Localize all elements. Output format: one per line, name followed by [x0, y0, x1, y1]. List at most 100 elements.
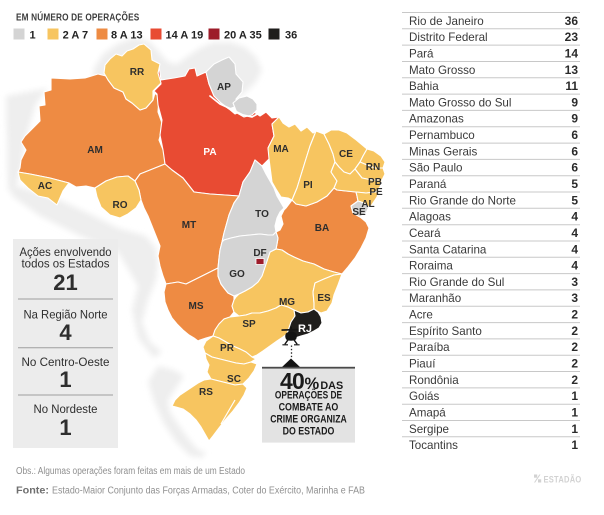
svg-text:1: 1 — [30, 29, 36, 41]
svg-text:MG: MG — [279, 297, 295, 308]
svg-text:9: 9 — [571, 112, 578, 126]
svg-text:Sergipe: Sergipe — [409, 423, 449, 436]
svg-text:Na Região Norte: Na Região Norte — [24, 308, 108, 322]
svg-text:4: 4 — [59, 320, 72, 345]
svg-text:AM: AM — [87, 145, 103, 156]
svg-text:AC: AC — [38, 181, 52, 192]
svg-text:Pernambuco: Pernambuco — [409, 129, 475, 142]
svg-text:PI: PI — [303, 180, 313, 191]
svg-text:CE: CE — [339, 149, 353, 160]
svg-text:6: 6 — [571, 161, 578, 175]
svg-text:6: 6 — [571, 128, 578, 142]
svg-text:DF: DF — [253, 248, 266, 259]
svg-text:No Nordeste: No Nordeste — [34, 402, 98, 416]
svg-text:4: 4 — [571, 259, 578, 273]
svg-text:2 A 7: 2 A 7 — [63, 29, 88, 41]
svg-text:AL: AL — [361, 199, 374, 210]
svg-text:36: 36 — [565, 14, 579, 28]
svg-text:RS: RS — [199, 387, 213, 398]
svg-text:Obs.: Algumas operações foram: Obs.: Algumas operações foram feitas em … — [16, 466, 245, 477]
svg-text:Roraima: Roraima — [409, 260, 453, 273]
svg-text:Estado-Maior Conjunto das Forç: Estado-Maior Conjunto das Forças Armadas… — [52, 486, 365, 497]
svg-text:PR: PR — [220, 343, 235, 354]
svg-text:SP: SP — [242, 319, 256, 330]
svg-text:EM NÚMERO DE OPERAÇÕES: EM NÚMERO DE OPERAÇÕES — [16, 11, 139, 24]
svg-text:Mato Grosso do Sul: Mato Grosso do Sul — [409, 96, 511, 109]
svg-text:1: 1 — [59, 415, 71, 440]
svg-text:36: 36 — [285, 29, 297, 41]
svg-text:4: 4 — [571, 242, 578, 256]
svg-text:Ações envolvendo: Ações envolvendo — [20, 245, 112, 259]
svg-text:BA: BA — [315, 223, 329, 234]
svg-text:MS: MS — [189, 301, 204, 312]
svg-text:PE: PE — [369, 187, 383, 198]
svg-text:Rio de Janeiro: Rio de Janeiro — [409, 15, 484, 28]
svg-text:Santa Catarina: Santa Catarina — [409, 243, 487, 256]
svg-text:14 A 19: 14 A 19 — [166, 29, 204, 41]
svg-text:6: 6 — [571, 144, 578, 158]
svg-text:GO: GO — [229, 269, 245, 280]
svg-text:1: 1 — [571, 438, 578, 452]
svg-text:Maranhão: Maranhão — [409, 292, 461, 305]
svg-text:Espírito Santo: Espírito Santo — [409, 325, 482, 338]
svg-text:4: 4 — [571, 210, 578, 224]
svg-text:1: 1 — [571, 406, 578, 420]
svg-text:Paraíba: Paraíba — [409, 341, 450, 354]
svg-text:3: 3 — [571, 291, 578, 305]
svg-text:Alagoas: Alagoas — [409, 211, 451, 224]
svg-text:5: 5 — [571, 193, 578, 207]
svg-text:2: 2 — [571, 340, 578, 354]
svg-text:2: 2 — [571, 324, 578, 338]
svg-text:SC: SC — [227, 374, 241, 385]
svg-text:Amapá: Amapá — [409, 407, 446, 420]
svg-text:RJ: RJ — [298, 323, 312, 335]
svg-text:Pará: Pará — [409, 47, 434, 60]
svg-text:Goiás: Goiás — [409, 390, 439, 403]
svg-text:Fonte:: Fonte: — [16, 486, 49, 497]
svg-text:Tocantins: Tocantins — [409, 439, 458, 452]
svg-text:Distrito Federal: Distrito Federal — [409, 31, 488, 44]
svg-text:RN: RN — [366, 162, 380, 173]
svg-text:Rio Grande do Sul: Rio Grande do Sul — [409, 276, 504, 289]
svg-text:MT: MT — [182, 220, 196, 231]
svg-text:PA: PA — [203, 147, 216, 158]
svg-text:Amazonas: Amazonas — [409, 113, 464, 126]
svg-text:DO ESTADO: DO ESTADO — [283, 426, 335, 438]
svg-text:SE: SE — [352, 207, 366, 218]
svg-text:CRIME ORGANIZA: CRIME ORGANIZA — [270, 414, 347, 426]
svg-text:23: 23 — [565, 30, 579, 44]
svg-text:PB: PB — [368, 177, 382, 188]
svg-text:ES: ES — [317, 293, 331, 304]
svg-text:São Paulo: São Paulo — [409, 162, 463, 175]
svg-text:2: 2 — [571, 357, 578, 371]
svg-text:TO: TO — [255, 209, 269, 220]
svg-text:AP: AP — [217, 82, 231, 93]
svg-text:COMBATE AO: COMBATE AO — [279, 402, 339, 414]
svg-text:Minas Gerais: Minas Gerais — [409, 145, 477, 158]
svg-text:8 A 13: 8 A 13 — [111, 29, 143, 41]
svg-text:No Centro-Oeste: No Centro-Oeste — [22, 355, 110, 369]
svg-text:Mato Grosso: Mato Grosso — [409, 64, 475, 77]
svg-text:Bahia: Bahia — [409, 80, 439, 93]
svg-text:2: 2 — [571, 373, 578, 387]
svg-text:ESTADÃO: ESTADÃO — [544, 475, 582, 486]
svg-text:14: 14 — [565, 46, 579, 60]
svg-text:5: 5 — [571, 177, 578, 191]
svg-text:3: 3 — [571, 275, 578, 289]
svg-text:Paraná: Paraná — [409, 178, 447, 191]
svg-text:4: 4 — [571, 226, 578, 240]
svg-text:11: 11 — [565, 79, 578, 93]
svg-text:2: 2 — [571, 308, 578, 322]
svg-text:RR: RR — [130, 67, 145, 78]
svg-text:OPERAÇÕES DE: OPERAÇÕES DE — [275, 389, 343, 402]
svg-text:1: 1 — [571, 422, 578, 436]
svg-text:RO: RO — [113, 200, 128, 211]
svg-text:Ceará: Ceará — [409, 227, 441, 240]
svg-text:todos os Estados: todos os Estados — [22, 257, 110, 271]
svg-text:Piauí: Piauí — [409, 358, 436, 371]
svg-text:Acre: Acre — [409, 309, 433, 322]
svg-text:Rio Grande do Norte: Rio Grande do Norte — [409, 194, 516, 207]
svg-text:1: 1 — [59, 367, 71, 392]
svg-text:20 A 35: 20 A 35 — [224, 29, 262, 41]
svg-text:1: 1 — [571, 389, 578, 403]
